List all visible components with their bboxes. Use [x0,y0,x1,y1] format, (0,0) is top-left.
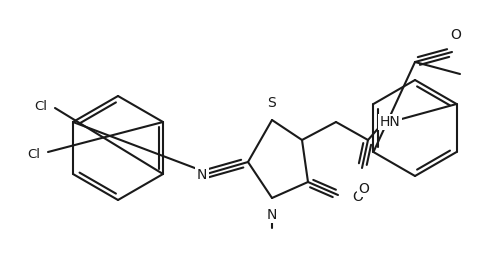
Text: N: N [267,208,277,222]
Text: O: O [450,28,461,42]
Text: N: N [197,168,207,182]
Text: O: O [359,182,370,196]
Text: Cl: Cl [34,100,47,112]
Text: Cl: Cl [27,148,40,161]
Text: HN: HN [379,115,400,129]
Text: O: O [352,190,363,204]
Text: S: S [268,96,276,110]
